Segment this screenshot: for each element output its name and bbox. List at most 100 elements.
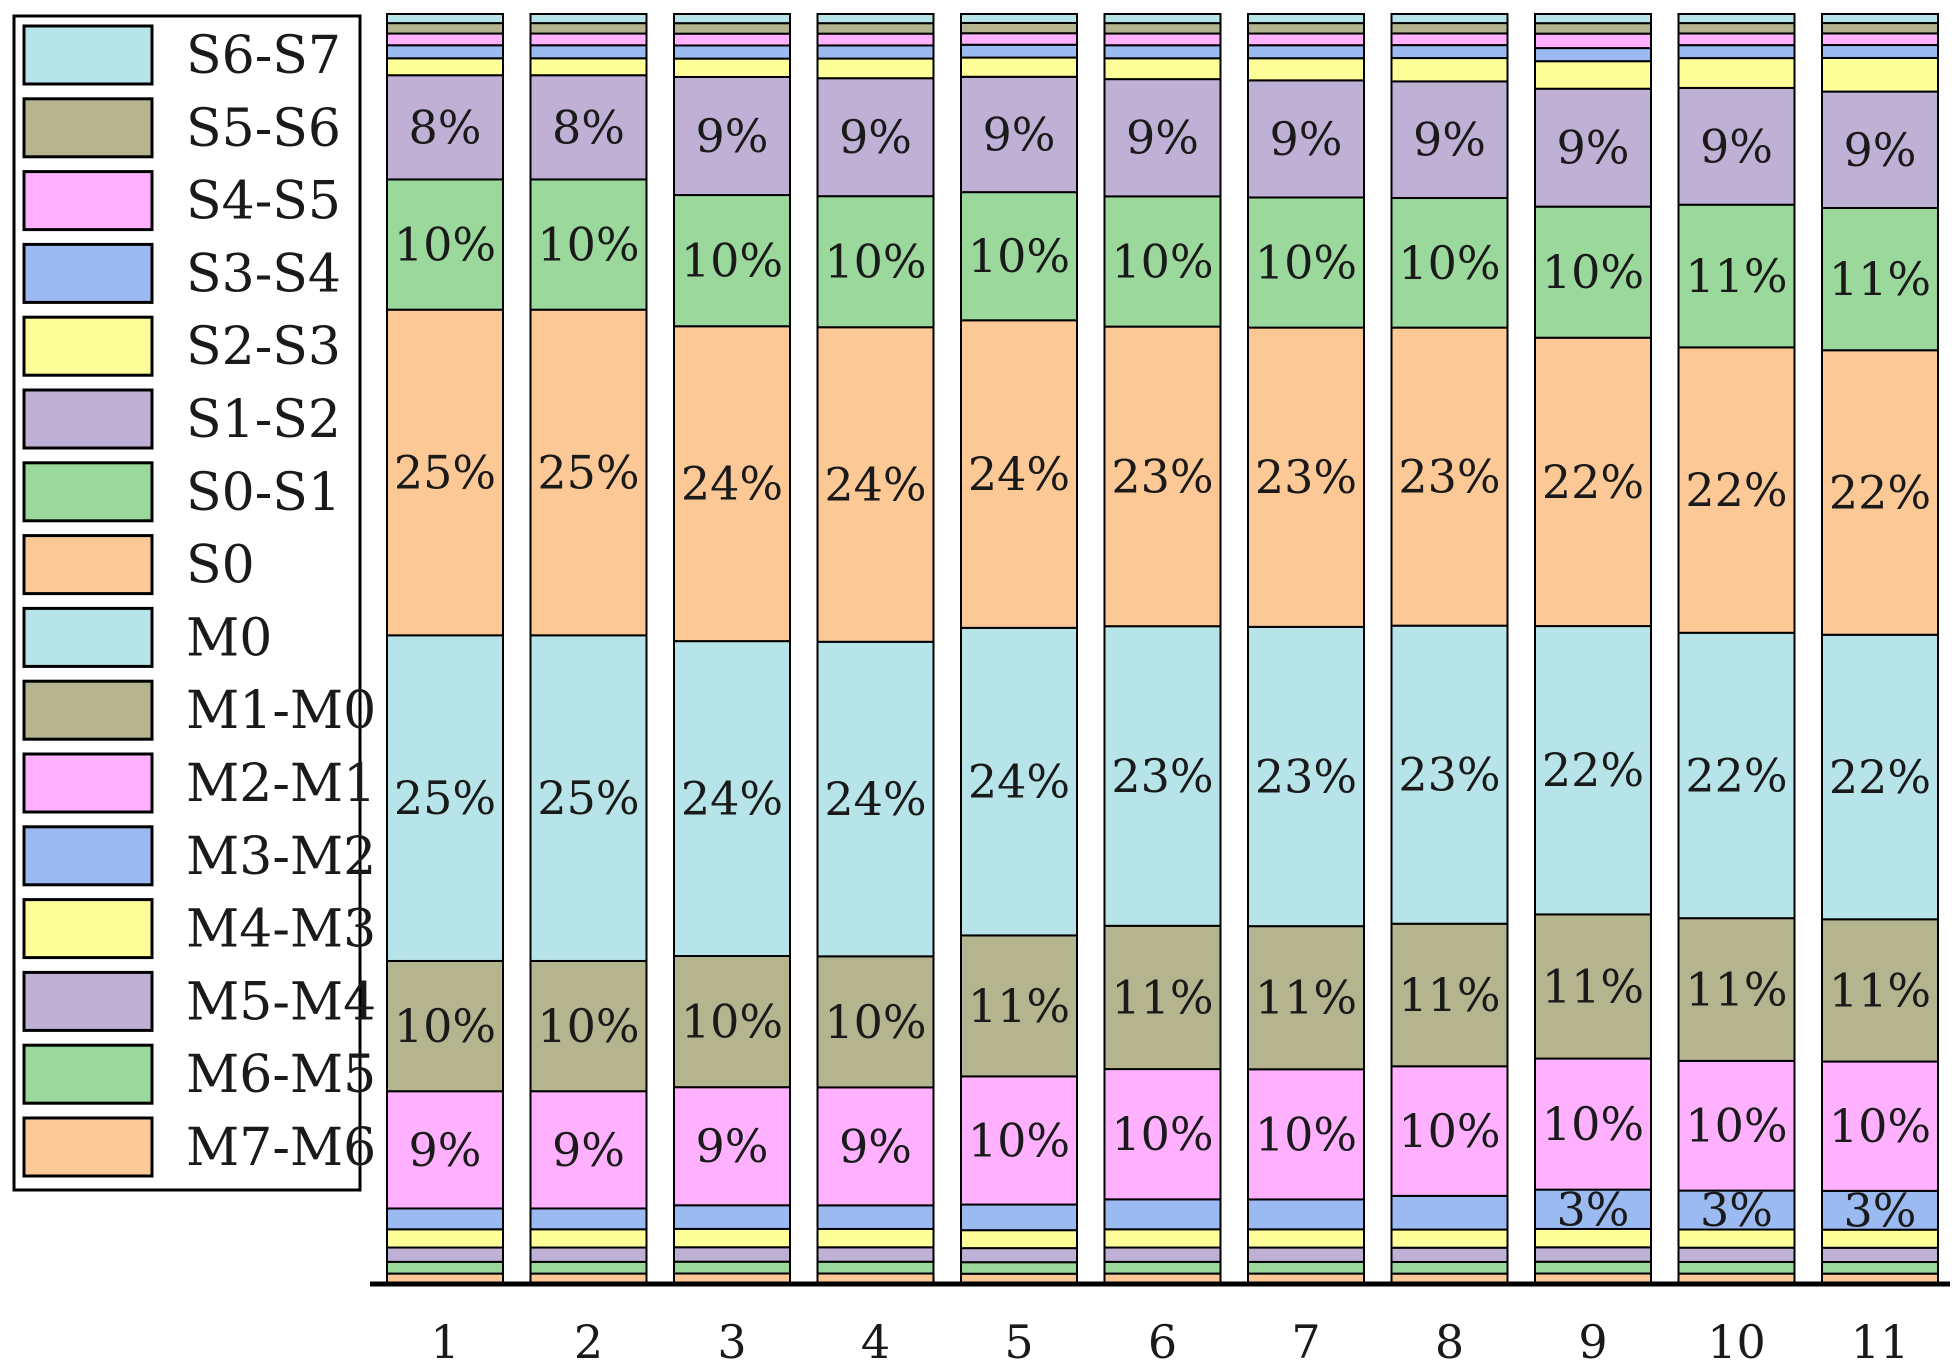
data-label-m0-8: 23%: [1398, 748, 1500, 802]
bar-segment-s1-s2-11: [1821, 90, 1939, 209]
data-label-m1-m0-2: 10%: [537, 999, 639, 1053]
data-label-s1-s2-1: 8%: [409, 100, 482, 154]
bar-segment-m4-m3-3: [673, 1227, 791, 1249]
data-label-s0-s1-4: 10%: [824, 235, 926, 289]
data-label-m2-m1-3: 9%: [696, 1119, 769, 1173]
bar-segment-s3-s4-1: [386, 44, 504, 60]
legend-swatch-m3-m2: [22, 825, 154, 887]
data-label-m0-5: 24%: [968, 755, 1070, 809]
bar-segment-m6-m5-11: [1821, 1261, 1939, 1275]
legend: S6-S7 S5-S6 S4-S5 S3-S4 S2-S3 S1-S2 S0-S1 S0 M0 M…: [12, 14, 376, 1192]
bar-segment-s4-s5-11: [1821, 32, 1939, 47]
data-label-m0-6: 23%: [1111, 749, 1213, 803]
bar-segment-m1-m0-8: [1390, 922, 1509, 1068]
legend-label-s3-s4: S3-S4: [186, 244, 341, 304]
bar-segment-m6-m5-1: [386, 1260, 504, 1275]
data-label-s0-s1-1: 10%: [394, 218, 496, 272]
data-label-s0-1: 25%: [394, 446, 496, 500]
bar-segment-s0-s1-8: [1390, 197, 1509, 329]
data-label-s0-11: 22%: [1829, 466, 1931, 520]
data-label-s1-s2-10: 9%: [1700, 119, 1773, 173]
data-label-s1-s2-8: 9%: [1413, 113, 1486, 167]
bar-segment-m5-m4-3: [673, 1246, 791, 1263]
legend-label-m6-m5: M6-M5: [186, 1045, 376, 1105]
x-tick-labels-layer: 1 2 3 4 5 6 7 8 9 10 11: [430, 1315, 1909, 1369]
bar-segment-s0-s1-2: [529, 178, 648, 311]
bar-segment-m1-m0-6: [1103, 924, 1222, 1071]
bar-segment-s1-s2-2: [529, 74, 648, 181]
bar-segment-m0-8: [1390, 624, 1509, 925]
data-label-s0-s1-9: 10%: [1542, 245, 1644, 299]
bar-segment-s2-s3-11: [1821, 56, 1939, 93]
data-label-s0-5: 24%: [968, 447, 1070, 501]
bar-segment-s0-s1-9: [1534, 205, 1652, 339]
bar-segment-s2-s3-5: [960, 56, 1078, 78]
bar-segment-m2-m1-4: [816, 1086, 935, 1207]
data-label-m2-m1-6: 10%: [1111, 1107, 1213, 1161]
legend-swatch-s6-s7: [22, 24, 154, 86]
legend-swatch-m6-m5: [22, 1043, 154, 1105]
bar-segment-s5-s6-11: [1821, 22, 1939, 35]
data-label-m1-m0-9: 11%: [1542, 959, 1644, 1013]
bar-segment-s4-s5-10: [1677, 32, 1796, 47]
legend-swatch-s3-s4: [22, 242, 154, 304]
bar-segment-s3-s4-6: [1103, 44, 1222, 60]
legend-label-s0-s1: S0-S1: [186, 463, 341, 523]
x-tick-label-2: 2: [574, 1315, 603, 1369]
data-label-s0-9: 22%: [1542, 455, 1644, 509]
data-label-m2-m1-7: 10%: [1255, 1107, 1357, 1161]
bar-segment-m1-m0-1: [386, 959, 504, 1093]
legend-label-m7-m6: M7-M6: [186, 1118, 376, 1178]
bar-segment-m5-m4-5: [960, 1247, 1078, 1264]
data-label-m2-m1-8: 10%: [1398, 1104, 1500, 1158]
bar-segment-m1-m0-5: [960, 934, 1078, 1078]
bar-segment-s3-s4-5: [960, 43, 1078, 59]
data-label-m1-m0-6: 11%: [1111, 970, 1213, 1024]
bar-segment-s0-2: [529, 308, 648, 637]
data-label-m1-m0-8: 11%: [1398, 968, 1500, 1022]
bar-segment-s0-9: [1534, 336, 1652, 628]
bar-segment-s4-s5-5: [960, 32, 1078, 46]
bar-segment-m1-m0-4: [816, 955, 935, 1089]
bar-segment-s1-s2-6: [1103, 78, 1222, 198]
data-label-s1-s2-11: 9%: [1844, 123, 1917, 177]
data-label-s0-4: 24%: [824, 458, 926, 512]
bars-layer: [386, 13, 1939, 1286]
bar-segment-s5-s6-6: [1103, 22, 1222, 35]
legend-label-s4-s5: S4-S5: [186, 172, 341, 232]
data-label-m1-m0-1: 10%: [394, 999, 496, 1053]
bar-segment-s2-s3-1: [386, 57, 504, 77]
bar-segment-s3-s4-4: [816, 44, 935, 60]
bar-segment-s0-1: [386, 308, 504, 637]
bar-segment-s5-s6-5: [960, 21, 1078, 35]
legend-swatch-s5-s6: [22, 97, 154, 159]
bar-segment-s0-s1-4: [816, 195, 935, 329]
bar-segment-s6-s7-5: [960, 13, 1078, 24]
data-label-s1-s2-5: 9%: [983, 107, 1056, 161]
data-label-s0-s1-7: 10%: [1255, 236, 1357, 290]
bar-segment-m3-m2-9: [1534, 1188, 1652, 1230]
legend-label-m2-m1: M2-M1: [186, 754, 376, 814]
data-label-s0-s1-5: 10%: [968, 229, 1070, 283]
bar-segment-m3-m2-1: [386, 1207, 504, 1231]
bar-segment-s4-s5-1: [386, 32, 504, 47]
bar-segment-m5-m4-2: [529, 1246, 648, 1263]
bar-segment-m2-m1-9: [1534, 1057, 1652, 1191]
legend-swatch-s0-s1: [22, 461, 154, 523]
data-label-m1-m0-4: 10%: [824, 995, 926, 1049]
bar-segment-s0-4: [816, 326, 935, 643]
bar-segment-s5-s6-9: [1534, 22, 1652, 35]
x-tick-label-7: 7: [1291, 1315, 1320, 1369]
legend-swatch-s4-s5: [22, 170, 154, 232]
bar-segment-s6-s7-6: [1103, 13, 1222, 25]
bar-segment-s4-s5-6: [1103, 32, 1222, 47]
data-label-m2-m1-1: 9%: [409, 1123, 482, 1177]
data-label-s0-s1-11: 11%: [1829, 252, 1931, 306]
data-label-s1-s2-4: 9%: [839, 110, 912, 164]
legend-swatch-m7-m6: [22, 1116, 154, 1178]
bar-segment-m2-m1-1: [386, 1090, 504, 1210]
bar-segment-s6-s7-7: [1247, 13, 1365, 25]
data-label-m0-4: 24%: [824, 772, 926, 826]
bar-segment-s4-s5-2: [529, 32, 648, 47]
data-label-s0-3: 24%: [681, 457, 783, 511]
